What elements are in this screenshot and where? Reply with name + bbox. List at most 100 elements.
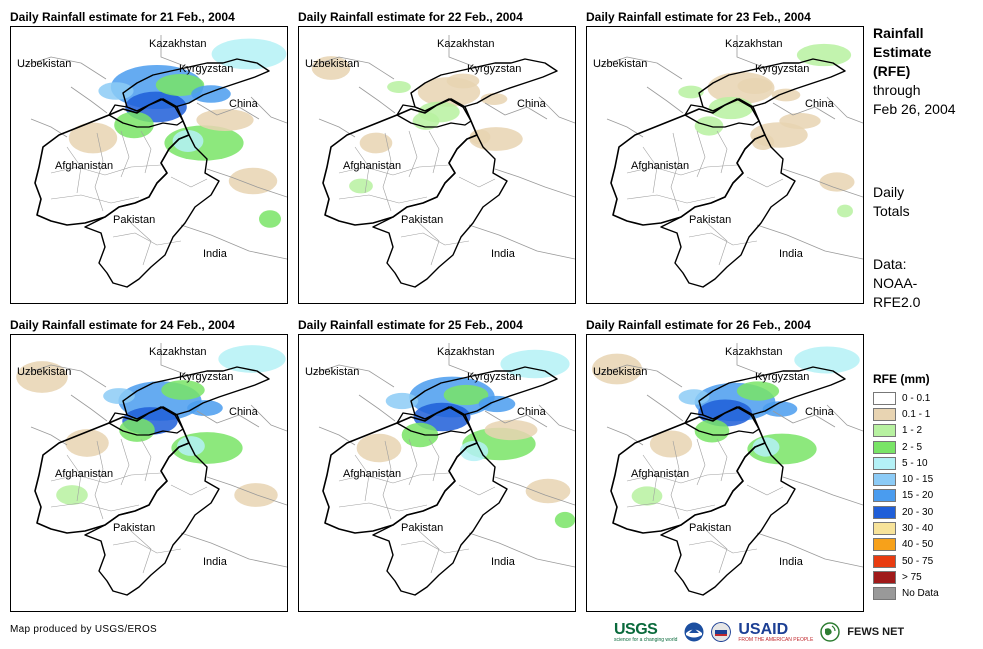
province-boundary xyxy=(746,176,784,188)
daily-line: Daily xyxy=(873,184,905,200)
rainfall-area xyxy=(480,93,508,105)
panel-title: Daily Rainfall estimate for 23 Feb., 200… xyxy=(586,10,811,24)
province-boundary xyxy=(400,232,470,246)
legend-item: 0 - 0.1 xyxy=(873,390,973,406)
country-boundary xyxy=(756,224,863,260)
province-boundary xyxy=(140,438,152,482)
rainfall-area xyxy=(385,392,419,410)
rainfall-map: Kazakhstan Uzbekistan Kyrgyzstan China Afgha… xyxy=(298,26,576,304)
tajikistan-outline xyxy=(108,98,184,128)
kyrgyzstan-label: Kyrgyzstan xyxy=(179,371,233,383)
title-line: Rainfall xyxy=(873,25,924,41)
province-boundary xyxy=(688,232,758,246)
province-boundary xyxy=(382,132,392,212)
country-boundary xyxy=(494,476,575,506)
kyrgyzstan-label: Kyrgyzstan xyxy=(179,63,233,75)
legend-item: No Data xyxy=(873,586,973,602)
country-boundary xyxy=(494,168,575,198)
uzbekistan-label: Uzbekistan xyxy=(305,366,359,378)
province-boundary xyxy=(382,440,392,520)
legend-label: 10 - 15 xyxy=(902,474,934,486)
subtitle-line: Feb 26, 2004 xyxy=(873,101,956,117)
pakistan-label: Pakistan xyxy=(689,522,731,534)
province-boundary xyxy=(170,484,208,496)
legend-swatch xyxy=(873,407,896,421)
title-line: Estimate xyxy=(873,44,932,60)
rainfall-area xyxy=(708,96,754,120)
china-label: China xyxy=(805,98,835,110)
rainfall-area xyxy=(478,395,516,413)
country-boundary xyxy=(20,56,107,80)
rainfall-area xyxy=(114,111,154,139)
afghanistan-label: Afghanistan xyxy=(343,160,401,172)
rainfall-area xyxy=(356,433,402,463)
china-label: China xyxy=(517,98,547,110)
side-data-source: Data: NOAA- RFE2.0 xyxy=(873,255,920,312)
province-boundary xyxy=(94,132,104,212)
legend-item: 2 - 5 xyxy=(873,439,973,455)
pakistan-label: Pakistan xyxy=(113,522,155,534)
province-boundary xyxy=(716,130,728,174)
rainfall-map: Kazakhstan Uzbekistan Kyrgyzstan China Afgha… xyxy=(10,334,288,612)
legend-item: 10 - 15 xyxy=(873,471,973,487)
rainfall-map: Kazakhstan Uzbekistan Kyrgyzstan China Afgha… xyxy=(586,26,864,304)
uzbekistan-label: Uzbekistan xyxy=(17,366,71,378)
rainfall-area xyxy=(736,381,780,401)
rainfall-area xyxy=(796,43,852,67)
rainfall-area xyxy=(191,85,231,103)
tajikistan-outline xyxy=(684,406,760,436)
legend-item: 30 - 40 xyxy=(873,520,973,536)
rainfall-area xyxy=(794,346,860,374)
legend-item: > 75 xyxy=(873,569,973,585)
rainfall-area xyxy=(56,485,88,505)
usgs-logo: USGS science for a changing world xyxy=(614,621,677,643)
rainfall-area xyxy=(68,122,118,154)
legend-label: 0.1 - 1 xyxy=(902,408,931,420)
subtitle-line: through xyxy=(873,82,921,98)
country-boundary xyxy=(596,364,683,388)
country-boundary xyxy=(180,224,287,260)
data-line: NOAA- xyxy=(873,275,918,291)
province-boundary xyxy=(418,222,440,266)
legend-label: 0 - 0.1 xyxy=(902,392,931,404)
rainfall-area xyxy=(16,361,68,393)
country-boundary xyxy=(596,56,683,80)
province-boundary xyxy=(418,530,440,574)
rainfall-area xyxy=(172,130,204,152)
province-boundary xyxy=(642,146,658,194)
legend-items: 0 - 0.1 0.1 - 1 1 - 2 2 - 5 5 - 10 10 - 15 15 … xyxy=(873,390,973,602)
province-boundary xyxy=(670,440,680,520)
province-boundary xyxy=(428,130,440,174)
pakistan-label: Pakistan xyxy=(689,214,731,226)
kyrgyzstan-label: Kyrgyzstan xyxy=(755,371,809,383)
country-boundary xyxy=(358,86,396,114)
legend-label: 30 - 40 xyxy=(902,523,934,535)
rainfall-area xyxy=(762,401,798,417)
legend-swatch xyxy=(873,587,896,601)
legend-label: 20 - 30 xyxy=(902,506,934,518)
country-boundary xyxy=(736,35,764,68)
province-boundary xyxy=(626,502,716,512)
uzbekistan-label: Uzbekistan xyxy=(593,366,647,378)
province-boundary xyxy=(112,232,182,246)
legend-label: 15 - 20 xyxy=(902,490,934,502)
province-boundary xyxy=(66,146,82,194)
kazakhstan-label: Kazakhstan xyxy=(437,38,494,50)
panel-title: Daily Rainfall estimate for 26 Feb., 200… xyxy=(586,318,811,332)
fews-net-logo-text: FEWS NET xyxy=(847,626,905,638)
pakistan-outline xyxy=(660,442,796,596)
legend-swatch xyxy=(873,538,896,552)
country-boundary xyxy=(160,343,188,376)
country-boundary xyxy=(782,476,863,506)
rainfall-area xyxy=(752,437,780,457)
rainfall-area xyxy=(484,419,538,441)
legend-label: 1 - 2 xyxy=(902,425,923,437)
country-boundary xyxy=(772,410,836,428)
rainfall-area xyxy=(591,353,643,385)
rainfall-area xyxy=(443,384,489,406)
province-boundary xyxy=(400,540,470,554)
country-boundary xyxy=(468,224,575,260)
rainfall-area xyxy=(196,109,254,131)
china-label: China xyxy=(229,406,259,418)
legend-item: 40 - 50 xyxy=(873,537,973,553)
